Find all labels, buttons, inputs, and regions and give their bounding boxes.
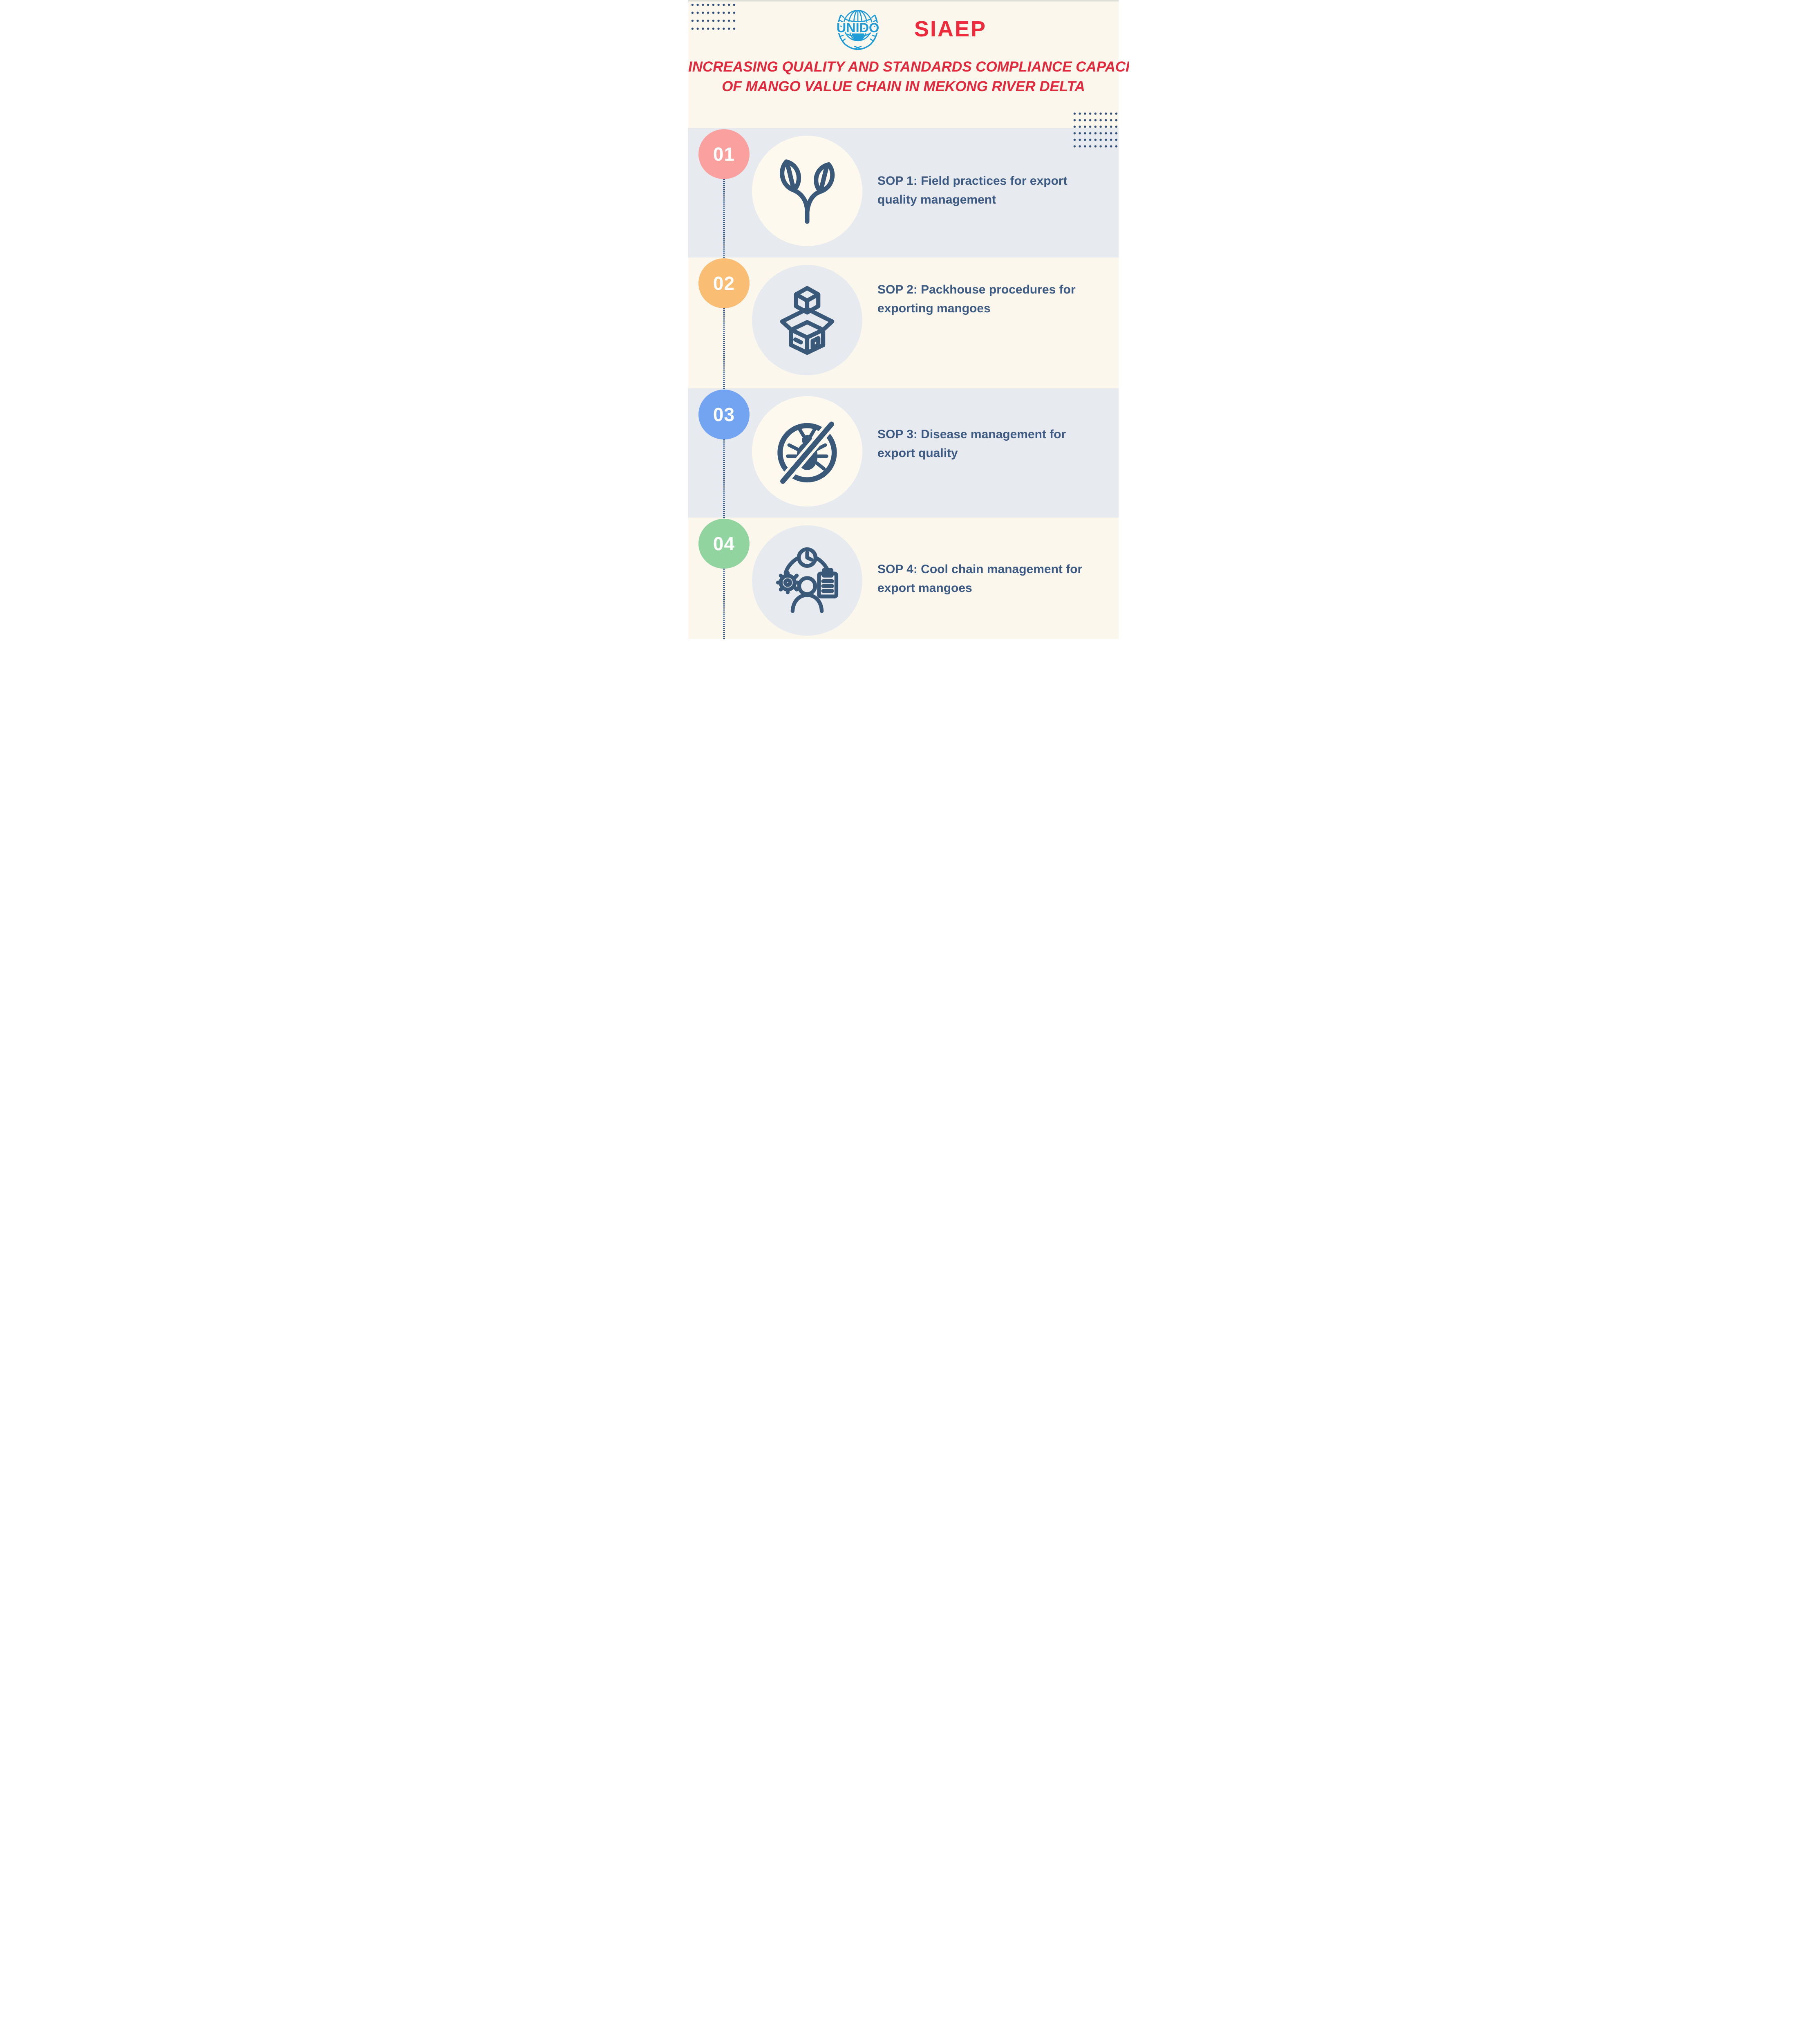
poster-content-area: UNIDO SIAEP INCREASING QUALITY AND STAND… — [688, 0, 1129, 639]
sop2-title-line1: SOP 2: Packhouse procedures for — [877, 283, 1076, 296]
sop4-title-line2: export mangoes — [877, 581, 972, 595]
timeline-connector-4 — [723, 569, 725, 639]
sop2-title: SOP 2: Packhouse procedures for exportin… — [877, 280, 1076, 318]
sop1-title-line2: quality management — [877, 193, 996, 206]
seedling-icon — [780, 159, 835, 224]
step-number: 01 — [713, 143, 735, 165]
sop3-title-line2: export quality — [877, 446, 958, 460]
sop3-title-line1: SOP 3: Disease management for — [877, 428, 1066, 441]
poster-title-line1: INCREASING QUALITY AND STANDARDS COMPLIA… — [688, 59, 1129, 75]
sop1-icon-circle — [752, 136, 862, 246]
step-badge-02: 02 — [698, 258, 750, 308]
dots-pattern-right — [1072, 110, 1119, 150]
sop1-title-line1: SOP 1: Field practices for export — [877, 174, 1067, 188]
timeline-connector-1 — [723, 179, 725, 259]
sop1-title: SOP 1: Field practices for export qualit… — [877, 172, 1067, 209]
sop3-title: SOP 3: Disease management for export qua… — [877, 425, 1066, 463]
step-number: 03 — [713, 404, 735, 425]
step-number: 02 — [713, 273, 735, 294]
step-badge-03: 03 — [698, 390, 750, 439]
no-bug-icon — [777, 420, 837, 485]
open-box-icon — [780, 286, 835, 355]
sop4-icon-circle — [752, 525, 862, 636]
dots-pattern-top-left — [690, 1, 737, 34]
timeline-connector-2 — [723, 308, 725, 390]
program-acronym: SIAEP — [914, 17, 987, 41]
process-management-icon — [776, 547, 839, 613]
poster-title: INCREASING QUALITY AND STANDARDS COMPLIA… — [688, 57, 1129, 96]
timeline-connector-3 — [723, 439, 725, 519]
infographic-poster: UNIDO SIAEP INCREASING QUALITY AND STAND… — [677, 0, 1129, 639]
poster-title-line2: OF MANGO VALUE CHAIN IN MEKONG RIVER DEL… — [722, 78, 1085, 94]
step-badge-04: 04 — [698, 519, 750, 569]
step-number: 04 — [713, 533, 735, 554]
unido-logo-text: UNIDO — [837, 20, 880, 35]
unido-logo-icon: UNIDO — [835, 10, 880, 50]
sop4-title: SOP 4: Cool chain management for export … — [877, 560, 1082, 598]
sop2-title-line2: exporting mangoes — [877, 302, 991, 315]
sop4-title-line1: SOP 4: Cool chain management for — [877, 563, 1083, 576]
step-badge-01: 01 — [698, 129, 750, 179]
sop2-icon-circle — [752, 265, 862, 375]
top-edge-strip — [688, 0, 1119, 2]
unido-landmass — [851, 33, 864, 41]
sop3-icon-circle — [752, 396, 862, 507]
